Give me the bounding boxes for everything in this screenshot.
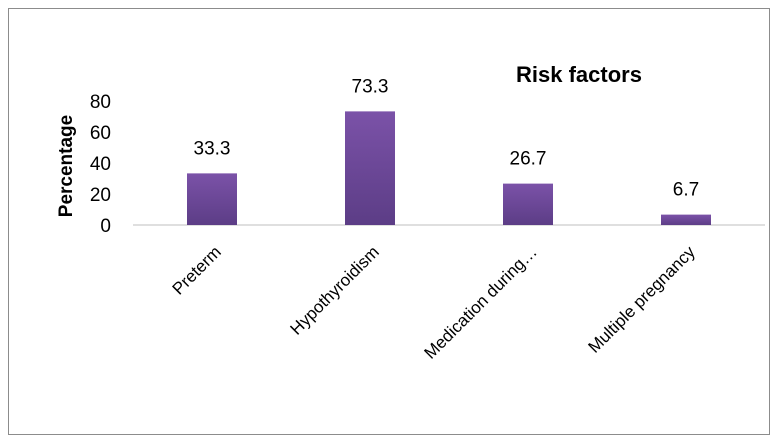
category-label: Medication during… bbox=[420, 242, 540, 362]
data-label: 33.3 bbox=[194, 138, 231, 159]
bar bbox=[661, 214, 711, 225]
category-label: Hypothyroidism bbox=[287, 242, 383, 338]
bar bbox=[187, 173, 237, 225]
y-tick-label: 40 bbox=[90, 154, 111, 175]
chart-svg: Risk factors Percentage 0 20 40 60 80 33.3 73… bbox=[56, 62, 765, 363]
category-labels: Preterm Hypothyroidism Medication during… M… bbox=[169, 242, 700, 363]
chart-title: Risk factors bbox=[516, 62, 642, 87]
y-axis-title: Percentage bbox=[56, 115, 77, 217]
y-tick-label: 20 bbox=[90, 185, 111, 206]
y-tick-label: 0 bbox=[100, 216, 111, 237]
y-tick-labels: 0 20 40 60 80 bbox=[90, 92, 111, 237]
data-label: 73.3 bbox=[352, 76, 389, 97]
data-labels: 33.3 73.3 26.7 6.7 bbox=[194, 76, 700, 200]
category-label: Preterm bbox=[169, 242, 225, 298]
data-label: 26.7 bbox=[510, 149, 547, 170]
bar bbox=[345, 111, 395, 225]
chart-frame: Risk factors Percentage 0 20 40 60 80 33.3 73… bbox=[8, 8, 770, 435]
bar bbox=[503, 183, 553, 225]
category-label: Multiple pregnancy bbox=[584, 242, 699, 357]
bars-layer bbox=[187, 111, 711, 225]
y-tick-label: 60 bbox=[90, 123, 111, 144]
y-tick-label: 80 bbox=[90, 92, 111, 113]
data-label: 6.7 bbox=[673, 180, 699, 201]
